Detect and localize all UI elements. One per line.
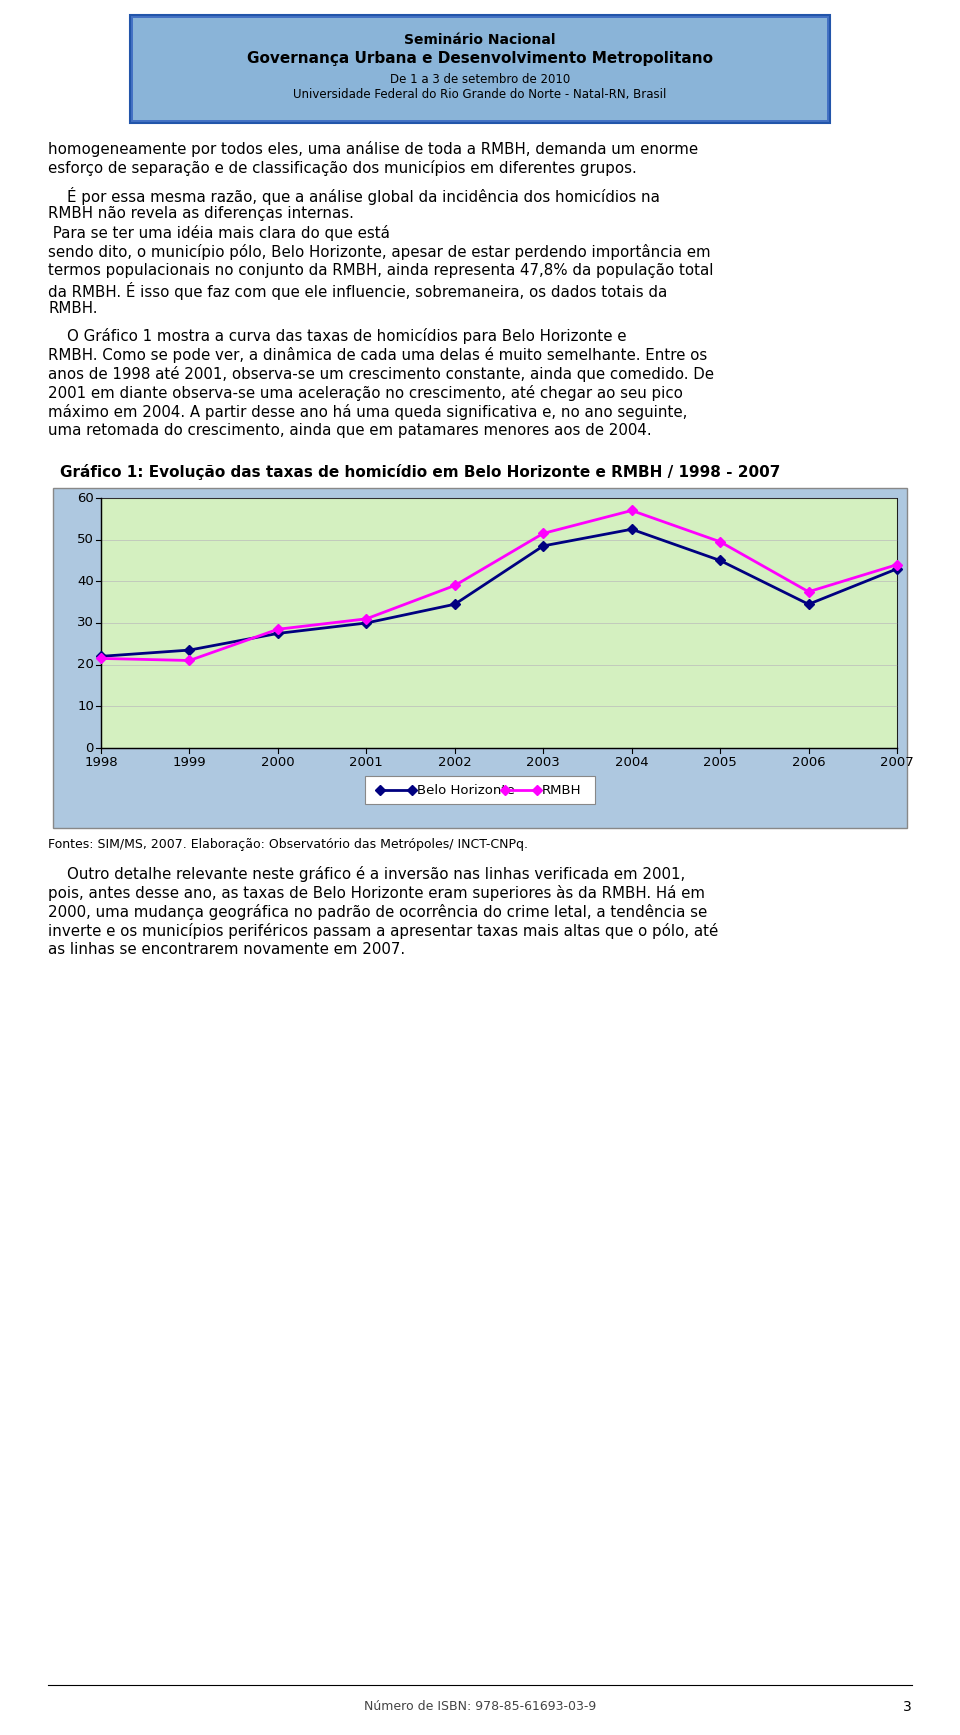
Text: 1998: 1998 xyxy=(84,756,118,769)
Text: 2006: 2006 xyxy=(792,756,826,769)
Text: 40: 40 xyxy=(77,574,94,588)
Text: sendo dito, o município pólo, Belo Horizonte, apesar de estar perdendo importânc: sendo dito, o município pólo, Belo Horiz… xyxy=(48,245,710,260)
Text: RMBH.: RMBH. xyxy=(48,300,98,316)
Text: 20: 20 xyxy=(77,658,94,671)
Text: Outro detalhe relevante neste gráfico é a inversão nas linhas verificada em 2001: Outro detalhe relevante neste gráfico é … xyxy=(48,866,685,881)
Text: 10: 10 xyxy=(77,699,94,713)
Text: as linhas se encontrarem novamente em 2007.: as linhas se encontrarem novamente em 20… xyxy=(48,942,405,958)
Text: Gráfico 1: Evolução das taxas de homicídio em Belo Horizonte e RMBH / 1998 - 200: Gráfico 1: Evolução das taxas de homicíd… xyxy=(60,463,780,481)
Text: 3: 3 xyxy=(903,1700,912,1714)
Text: 2007: 2007 xyxy=(880,756,914,769)
Text: 2005: 2005 xyxy=(704,756,737,769)
Bar xyxy=(130,16,830,123)
Text: 60: 60 xyxy=(77,491,94,505)
Text: Belo Horizonte: Belo Horizonte xyxy=(417,784,515,796)
Text: termos populacionais no conjunto da RMBH, ainda representa 47,8% da população to: termos populacionais no conjunto da RMBH… xyxy=(48,264,713,278)
Text: 2001: 2001 xyxy=(349,756,383,769)
Text: 2001 em diante observa-se uma aceleração no crescimento, até chegar ao seu pico: 2001 em diante observa-se uma aceleração… xyxy=(48,385,683,401)
Text: 2000, uma mudança geográfica no padrão de ocorrência do crime letal, a tendência: 2000, uma mudança geográfica no padrão d… xyxy=(48,904,708,920)
Bar xyxy=(365,776,595,803)
Text: pois, antes desse ano, as taxas de Belo Horizonte eram superiores às da RMBH. Há: pois, antes desse ano, as taxas de Belo … xyxy=(48,885,705,900)
Text: 1999: 1999 xyxy=(173,756,206,769)
Text: anos de 1998 até 2001, observa-se um crescimento constante, ainda que comedido. : anos de 1998 até 2001, observa-se um cre… xyxy=(48,366,714,382)
Text: uma retomada do crescimento, ainda que em patamares menores aos de 2004.: uma retomada do crescimento, ainda que e… xyxy=(48,423,652,437)
Text: esforço de separação e de classificação dos municípios em diferentes grupos.: esforço de separação e de classificação … xyxy=(48,160,636,175)
Text: Fontes: SIM/MS, 2007. Elaboração: Observatório das Metrópoles/ INCT-CNPq.: Fontes: SIM/MS, 2007. Elaboração: Observ… xyxy=(48,838,528,850)
Bar xyxy=(133,17,827,120)
Text: Universidade Federal do Rio Grande do Norte - Natal-RN, Brasil: Universidade Federal do Rio Grande do No… xyxy=(294,88,666,102)
Text: 2004: 2004 xyxy=(614,756,648,769)
Text: 2002: 2002 xyxy=(438,756,471,769)
Text: homogeneamente por todos eles, uma análise de toda a RMBH, demanda um enorme: homogeneamente por todos eles, uma análi… xyxy=(48,141,698,156)
Text: 2000: 2000 xyxy=(261,756,295,769)
Bar xyxy=(101,498,897,748)
Text: RMBH não revela as diferenças internas.: RMBH não revela as diferenças internas. xyxy=(48,206,354,220)
Text: 30: 30 xyxy=(77,616,94,630)
Text: máximo em 2004. A partir desse ano há uma queda significativa e, no ano seguinte: máximo em 2004. A partir desse ano há um… xyxy=(48,404,687,420)
Text: Governança Urbana e Desenvolvimento Metropolitano: Governança Urbana e Desenvolvimento Metr… xyxy=(247,52,713,66)
Text: 2003: 2003 xyxy=(526,756,560,769)
Text: De 1 a 3 de setembro de 2010: De 1 a 3 de setembro de 2010 xyxy=(390,73,570,87)
Text: É por essa mesma razão, que a análise global da incidência dos homicídios na: É por essa mesma razão, que a análise gl… xyxy=(48,187,660,205)
Bar xyxy=(53,488,907,828)
Text: 0: 0 xyxy=(85,741,94,755)
Text: inverte e os municípios periféricos passam a apresentar taxas mais altas que o p: inverte e os municípios periféricos pass… xyxy=(48,923,718,939)
Text: RMBH. Como se pode ver, a dinâmica de cada uma delas é muito semelhante. Entre o: RMBH. Como se pode ver, a dinâmica de ca… xyxy=(48,347,708,363)
Text: Seminário Nacional: Seminário Nacional xyxy=(404,33,556,47)
Text: 50: 50 xyxy=(77,533,94,547)
Text: da RMBH. É isso que faz com que ele influencie, sobremaneira, os dados totais da: da RMBH. É isso que faz com que ele infl… xyxy=(48,283,667,300)
Text: RMBH: RMBH xyxy=(542,784,582,796)
Text: O Gráfico 1 mostra a curva das taxas de homicídios para Belo Horizonte e: O Gráfico 1 mostra a curva das taxas de … xyxy=(48,328,627,344)
Text: Número de ISBN: 978-85-61693-03-9: Número de ISBN: 978-85-61693-03-9 xyxy=(364,1700,596,1712)
Text: Para se ter uma idéia mais clara do que está: Para se ter uma idéia mais clara do que … xyxy=(48,226,390,241)
